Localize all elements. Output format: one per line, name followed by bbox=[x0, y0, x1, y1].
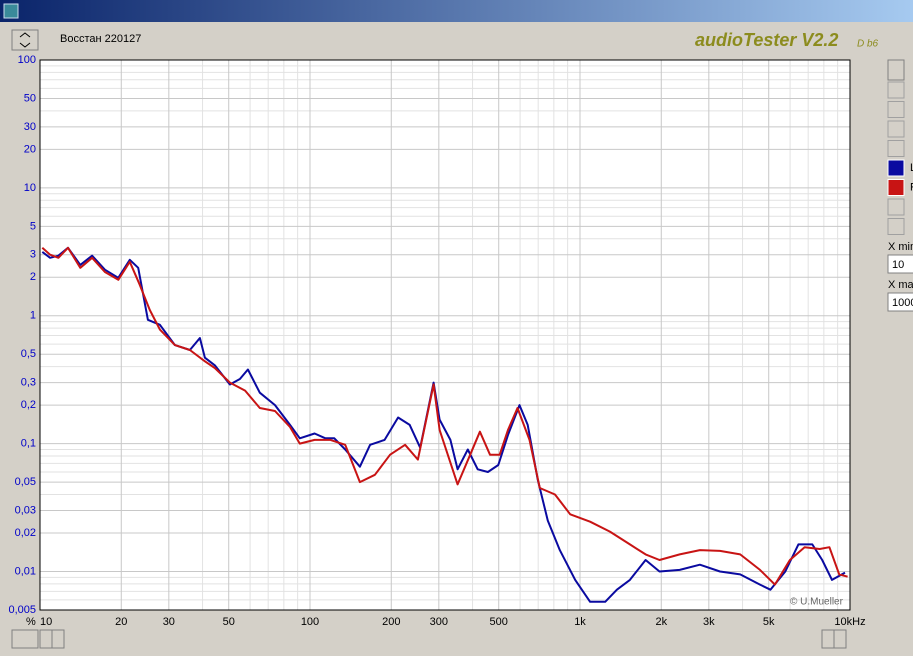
channel-toggle-disabled bbox=[887, 81, 905, 99]
plot-frame bbox=[39, 59, 851, 611]
document-name[interactable]: Восстан 220127 bbox=[60, 33, 141, 45]
y-tick-label: 2 bbox=[30, 271, 36, 283]
y-tick-label: 0,2 bbox=[21, 399, 36, 411]
x-min-value[interactable]: 10 bbox=[892, 259, 904, 271]
y-tick-label: 10 bbox=[24, 182, 36, 194]
scroll-left[interactable] bbox=[39, 629, 53, 649]
app-icon[interactable] bbox=[3, 3, 19, 19]
copyright: © U.Mueller bbox=[790, 597, 844, 608]
y-tick-label: 0,03 bbox=[15, 504, 36, 516]
x-max-value[interactable]: 10000 bbox=[892, 297, 913, 309]
channel-toggle[interactable] bbox=[887, 159, 905, 177]
spin-button[interactable] bbox=[887, 59, 905, 81]
x-tick-label: 1k bbox=[574, 616, 586, 628]
x-tick-label: 10 bbox=[40, 616, 52, 628]
scroll-left[interactable] bbox=[821, 629, 835, 649]
spin-button[interactable] bbox=[11, 29, 39, 51]
channel-toggle-disabled bbox=[887, 101, 905, 118]
scroll-right[interactable] bbox=[51, 629, 65, 649]
x-tick-label: 20 bbox=[115, 616, 127, 628]
channel-toggle[interactable] bbox=[887, 179, 905, 196]
y-tick-label: 30 bbox=[24, 121, 36, 133]
x-max-input[interactable] bbox=[887, 292, 913, 312]
x-tick-label: 300 bbox=[430, 616, 448, 628]
x-tick-label: 10kHz bbox=[834, 616, 865, 628]
channel-toggle-disabled bbox=[887, 198, 905, 216]
title-bar bbox=[0, 0, 913, 22]
channel-toggle-disabled bbox=[887, 218, 905, 235]
x-tick-label: 5k bbox=[763, 616, 775, 628]
x-tick-label: 30 bbox=[163, 616, 175, 628]
y-tick-label: 1 bbox=[30, 310, 36, 322]
channel-toggle-disabled bbox=[887, 140, 905, 157]
x-tick-label: 2k bbox=[655, 616, 667, 628]
channel-toggle-disabled bbox=[887, 120, 905, 138]
y-tick-label: 0,02 bbox=[15, 527, 36, 539]
y-tick-label: 0,5 bbox=[21, 348, 36, 360]
y-tick-label: 5 bbox=[30, 220, 36, 232]
y-tick-label: 0,3 bbox=[21, 377, 36, 389]
y-tick-label: 50 bbox=[24, 92, 36, 104]
legend-label: L bbox=[910, 162, 913, 174]
x-tick-label: 500 bbox=[490, 616, 508, 628]
spin-arrows bbox=[19, 32, 31, 48]
plot-area bbox=[40, 60, 850, 610]
y-tick-label: 3 bbox=[30, 249, 36, 261]
x-tick-label: 50 bbox=[223, 616, 235, 628]
x-tick-label: 200 bbox=[382, 616, 400, 628]
y-tick-label: 0,01 bbox=[15, 565, 36, 577]
y-tick-label: 20 bbox=[24, 143, 36, 155]
legend-label: R bbox=[910, 181, 913, 193]
x-min-label: X min bbox=[888, 241, 913, 253]
y-unit: % bbox=[26, 616, 36, 628]
version-tag: D b6 bbox=[857, 39, 879, 50]
spin-button[interactable] bbox=[11, 629, 39, 649]
x-max-label: X max bbox=[888, 279, 913, 291]
series-line bbox=[41, 246, 848, 586]
x-tick-label: 3k bbox=[703, 616, 715, 628]
scroll-right[interactable] bbox=[833, 629, 847, 649]
y-tick-label: 0,1 bbox=[21, 438, 36, 450]
x-min-input[interactable] bbox=[887, 254, 913, 274]
y-tick-label: 0,05 bbox=[15, 476, 36, 488]
x-tick-label: 100 bbox=[301, 616, 319, 628]
app-title: audioTester V2.2 bbox=[695, 30, 838, 50]
y-tick-label: 0,005 bbox=[8, 604, 36, 616]
y-tick-label: 100 bbox=[18, 54, 36, 66]
